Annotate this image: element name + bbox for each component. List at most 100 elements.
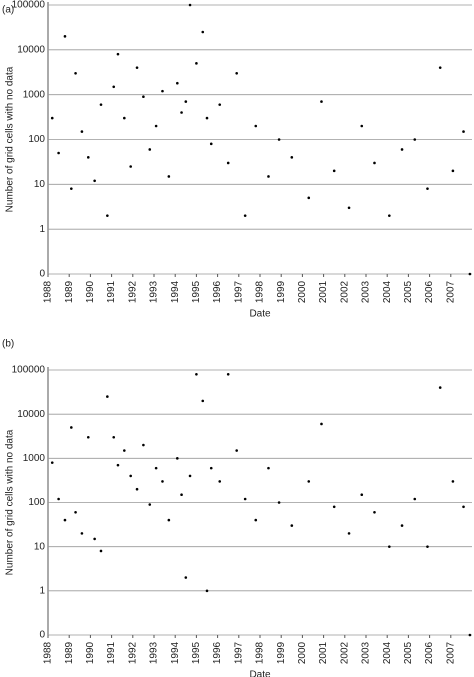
data-point [468, 272, 472, 276]
data-point [99, 103, 103, 106]
data-point [142, 95, 145, 99]
x-tick-label: 2001 [318, 641, 329, 664]
y-tick-label: 1000 [23, 453, 46, 464]
x-tick-label: 1991 [106, 280, 117, 303]
y-axis-label: Number of grid cells with no data [5, 429, 16, 575]
data-point [373, 161, 376, 165]
x-tick-label: 1990 [85, 641, 96, 664]
x-tick-label: 2007 [445, 280, 456, 303]
data-point [99, 549, 103, 553]
x-tick-label: 2005 [403, 280, 414, 303]
data-point [74, 71, 77, 75]
data-point [243, 214, 247, 217]
data-point [161, 480, 164, 483]
data-point [400, 148, 404, 151]
x-tick-label: 2000 [297, 280, 308, 303]
data-point [438, 66, 442, 69]
x-tick-label: 1988 [43, 641, 54, 664]
x-tick-label: 2006 [424, 280, 435, 303]
x-tick-label: 1992 [127, 280, 138, 303]
data-point [167, 518, 171, 522]
data-point [154, 124, 158, 128]
data-point [468, 633, 472, 637]
data-point [388, 545, 391, 548]
x-axis-label: Date [249, 670, 271, 677]
x-tick-label: 1996 [212, 641, 223, 664]
y-tick-label: 10 [34, 541, 46, 552]
data-point [360, 124, 364, 128]
data-point [180, 111, 183, 114]
data-point [74, 510, 77, 514]
data-point [142, 443, 145, 447]
data-point [209, 466, 213, 470]
data-point [307, 480, 311, 483]
x-tick-label: 2007 [445, 641, 456, 664]
data-point [218, 103, 222, 106]
x-tick-label: 2004 [382, 641, 393, 664]
data-point [347, 532, 351, 535]
data-point [63, 35, 67, 38]
panel-label: (b) [2, 339, 14, 350]
x-tick-label: 1997 [233, 641, 244, 664]
panel-label: (a) [2, 5, 14, 16]
data-point [70, 426, 73, 429]
x-tick-label: 1989 [64, 641, 75, 664]
data-point [112, 435, 116, 439]
data-point [243, 497, 247, 501]
data-point [254, 124, 258, 128]
data-point [205, 589, 209, 593]
y-tick-label: 0 [39, 630, 45, 641]
y-axis-label: Number of grid cells with no data [5, 66, 16, 212]
data-point [180, 493, 183, 497]
data-point [201, 399, 205, 403]
data-point [462, 505, 465, 509]
data-point [70, 187, 73, 190]
y-tick-label: 0 [39, 269, 45, 280]
data-point [307, 196, 311, 200]
data-point [254, 518, 258, 522]
x-tick-label: 2002 [339, 641, 350, 664]
data-point [195, 372, 198, 376]
x-tick-label: 2003 [361, 280, 372, 303]
data-point [290, 524, 294, 527]
x-tick-label: 1994 [170, 641, 181, 664]
x-tick-label: 1993 [149, 641, 160, 664]
data-point [320, 422, 323, 426]
data-point [106, 214, 109, 217]
data-point [50, 116, 54, 120]
x-tick-label: 2003 [361, 641, 372, 664]
data-point [50, 461, 54, 464]
data-point [426, 545, 429, 548]
data-point [462, 130, 465, 133]
data-point [320, 100, 323, 103]
data-point [218, 480, 222, 483]
y-tick-label: 10000 [17, 409, 45, 420]
x-tick-label: 1994 [170, 280, 181, 303]
x-tick-label: 1990 [85, 280, 96, 303]
data-point [161, 89, 164, 93]
x-tick-label: 1993 [149, 280, 160, 303]
x-tick-label: 2005 [403, 641, 414, 664]
y-tick-label: 1 [39, 585, 45, 596]
data-point [167, 175, 171, 178]
x-tick-label: 2001 [318, 280, 329, 303]
data-point [86, 435, 90, 439]
y-tick-label: 100 [28, 497, 45, 508]
y-tick-label: 100000 [12, 0, 46, 11]
data-point [129, 165, 132, 168]
x-tick-label: 1999 [276, 280, 287, 303]
data-point [209, 142, 213, 146]
data-point [116, 463, 120, 467]
data-point [400, 524, 404, 527]
data-point [106, 395, 109, 398]
x-tick-label: 1997 [233, 280, 244, 303]
x-tick-label: 1998 [255, 280, 266, 303]
data-point [426, 187, 429, 190]
data-point [188, 474, 192, 478]
data-point [176, 457, 179, 460]
data-point [290, 156, 294, 159]
data-point [57, 151, 60, 155]
data-point [438, 386, 442, 389]
data-point [201, 30, 205, 34]
